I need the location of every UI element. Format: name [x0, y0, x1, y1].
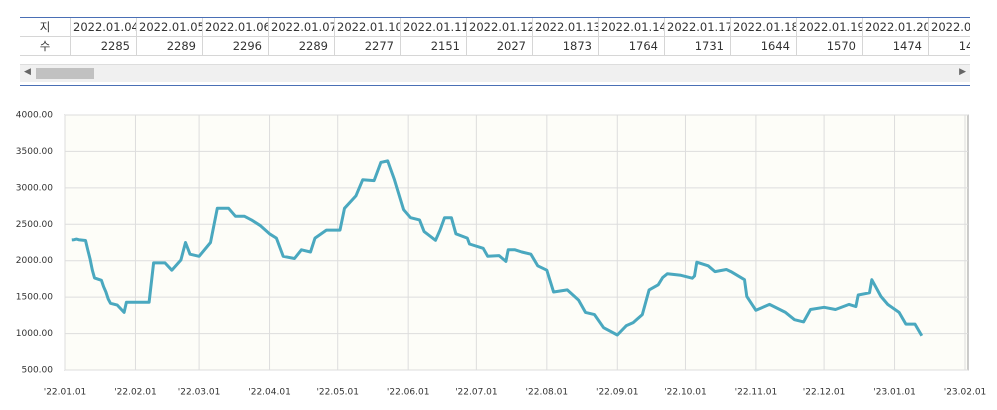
- x-tick-label: '22.03.01: [178, 388, 221, 398]
- table-cell: 2022.01.05: [136, 18, 203, 37]
- x-tick-label: '22.01.01: [44, 388, 87, 398]
- x-tick-label: '22.04.01: [248, 388, 291, 398]
- table-cell: 2022.01.17: [664, 18, 731, 37]
- table-cell: 2022.01.12: [466, 18, 533, 37]
- table-cell: 2296: [202, 36, 269, 56]
- table-cell: 2022.01.13: [532, 18, 599, 37]
- x-tick-label: '22.09.01: [596, 388, 639, 398]
- table-row: 수 2285 2289 2296 2289 2277 2151 2027 1873 1764 173…: [20, 36, 970, 56]
- table-cell: 1644: [730, 36, 797, 56]
- y-tick-label: 500.00: [22, 366, 54, 376]
- y-tick-label: 3500.00: [16, 147, 53, 157]
- data-line: [71, 159, 924, 337]
- table-cell: 2289: [136, 36, 203, 56]
- table-cell: 2022.01.20: [862, 18, 929, 37]
- row-header: 지: [20, 18, 71, 37]
- x-tick-label: '22.12.01: [803, 388, 846, 398]
- table-cell: 2277: [334, 36, 401, 56]
- table-cell: 1474: [862, 36, 929, 56]
- table-cell: 2022.01.06: [202, 18, 269, 37]
- x-tick-label: '22.05.01: [316, 388, 359, 398]
- table-cell: 2022.01.19: [796, 18, 863, 37]
- data-table: 지 2022.01.04 2022.01.05 2022.01.06 2022.01.0…: [20, 17, 970, 86]
- table-cell: 2022.01.14: [598, 18, 665, 37]
- y-tick-label: 1500.00: [16, 293, 53, 303]
- table-cell: 2022.01.21: [928, 18, 970, 37]
- table-cell: 1570: [796, 36, 863, 56]
- y-tick-label: 1000.00: [16, 329, 53, 339]
- y-tick-label: 4000.00: [16, 111, 53, 121]
- table-cell: 1731: [664, 36, 731, 56]
- table-cell: 2285: [70, 36, 137, 56]
- y-tick-label: 2500.00: [16, 220, 53, 230]
- x-tick-label: '22.08.01: [526, 388, 569, 398]
- scrollbar[interactable]: ◀ ▶: [20, 64, 970, 82]
- table-cell: 1764: [598, 36, 665, 56]
- plot-area: [64, 114, 969, 371]
- scroll-left[interactable]: ◀: [24, 67, 31, 77]
- table-cell: 1873: [532, 36, 599, 56]
- table-cell: 2022.01.04: [70, 18, 137, 37]
- scroll-thumb[interactable]: [36, 68, 94, 79]
- x-tick-label: '23.02.01: [944, 388, 987, 398]
- y-tick-label: 2000.00: [16, 256, 53, 266]
- row-header: 수: [20, 36, 71, 56]
- x-tick-label: '22.10.01: [664, 388, 707, 398]
- y-tick-label: 3000.00: [16, 183, 53, 193]
- x-tick-label: '22.02.01: [114, 388, 157, 398]
- table-cell: 2022.01.18: [730, 18, 797, 37]
- x-tick-label: '23.01.01: [873, 388, 916, 398]
- table-row: 지 2022.01.04 2022.01.05 2022.01.06 2022.01.0…: [20, 18, 970, 37]
- x-tick-label: '22.06.01: [387, 388, 430, 398]
- table-cell: 2022.01.07: [268, 18, 335, 37]
- x-tick-label: '22.07.01: [455, 388, 498, 398]
- table-cell: 1415: [928, 36, 970, 56]
- scroll-right[interactable]: ▶: [959, 67, 966, 77]
- table-cell: 2027: [466, 36, 533, 56]
- table: 지 2022.01.04 2022.01.05 2022.01.06 2022.01.0…: [20, 18, 970, 56]
- table-cell: 2022.01.10: [334, 18, 401, 37]
- table-cell: 2022.01.11: [400, 18, 467, 37]
- x-tick-label: '22.11.01: [735, 388, 778, 398]
- table-cell: 2151: [400, 36, 467, 56]
- table-cell: 2289: [268, 36, 335, 56]
